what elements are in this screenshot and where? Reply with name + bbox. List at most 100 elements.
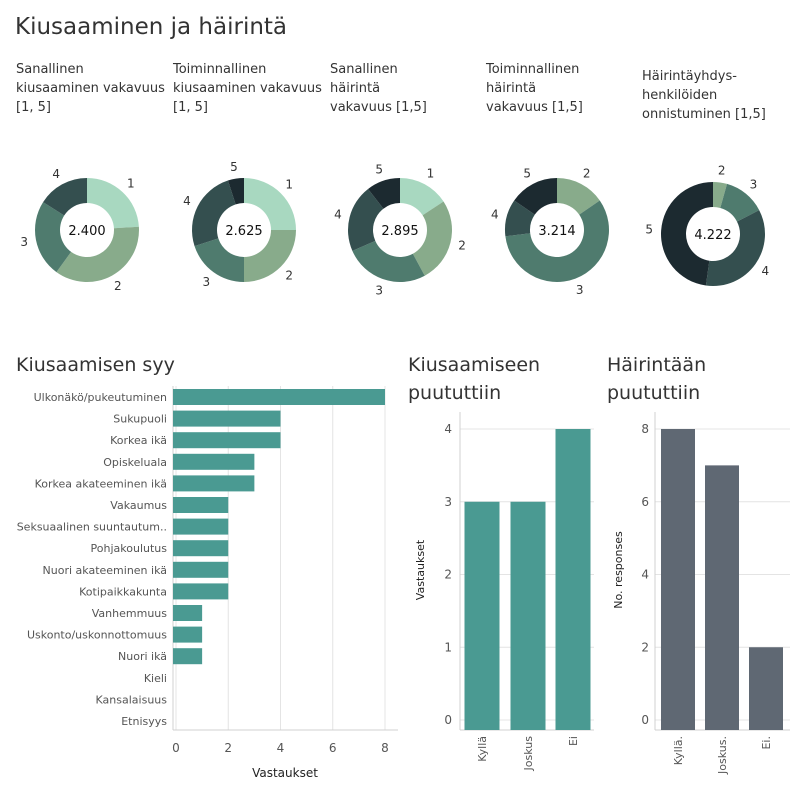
reasons-bar-11 xyxy=(173,626,203,643)
reasons-bar-2 xyxy=(173,432,281,449)
donut-1-slice-4 xyxy=(43,178,87,216)
donut-4-label-5: 5 xyxy=(523,166,531,180)
harassment-bar-0 xyxy=(661,429,695,730)
donut-2-slice-1 xyxy=(244,178,296,230)
donut-2-label-1: 1 xyxy=(285,178,293,192)
donut-5-label-2: 2 xyxy=(718,164,726,178)
donut-4-label-4: 4 xyxy=(491,208,499,222)
reasons-bar-6 xyxy=(173,518,229,535)
harassment-category-label-2: Ei. xyxy=(760,736,773,750)
donut-5-slice-3 xyxy=(720,183,760,222)
bullying-category-label-2: Ei xyxy=(567,736,580,746)
reasons-xtick-4: 4 xyxy=(277,741,285,755)
reasons-category-label-2: Korkea ikä xyxy=(110,434,167,447)
donut-3-label-2: 2 xyxy=(458,239,466,253)
donut-3-slice-5 xyxy=(368,178,400,209)
donut-2-label-2: 2 xyxy=(285,268,293,282)
donut-3-center-value: 2.895 xyxy=(381,224,418,239)
reasons-bar-8 xyxy=(173,561,229,578)
donut-2-center-value: 2.625 xyxy=(225,224,262,239)
donut-1-slice-1 xyxy=(87,178,139,229)
harassment-y-axis-title: No. responses xyxy=(612,531,625,609)
reasons-category-label-14: Kansalaisuus xyxy=(96,693,168,706)
reasons-category-label-3: Opiskeluala xyxy=(103,456,167,469)
donut-5-slice-4 xyxy=(705,210,765,286)
bullying-category-label-1: Joskus xyxy=(522,736,535,772)
donut-title-5: Häirintäyhdys- henkilöiden onnistuminen … xyxy=(642,69,766,122)
donut-1-center-value: 2.400 xyxy=(68,224,105,239)
harassment-bar-1 xyxy=(705,465,739,730)
reasons-category-label-6: Seksuaalinen suuntautum.. xyxy=(17,521,167,534)
donut-4-label-3: 3 xyxy=(576,283,584,297)
donut-1-label-4: 4 xyxy=(52,167,60,181)
reasons-category-label-1: Sukupuoli xyxy=(113,413,167,426)
reasons-category-label-0: Ulkonäkö/pukeutuminen xyxy=(34,391,167,404)
donut-5-center-value: 4.222 xyxy=(694,228,731,243)
bullying-ytick-2: 2 xyxy=(444,568,452,582)
bullying-bar-1 xyxy=(510,501,546,730)
reasons-bar-1 xyxy=(173,410,281,427)
bullying-bar-0 xyxy=(464,501,500,730)
donut-4-slice-4 xyxy=(505,200,535,237)
reasons-bar-9 xyxy=(173,583,229,600)
donut-2-slice-5 xyxy=(227,178,244,205)
donut-title-4: Toiminnallinen häirintä vakavuus [1,5] xyxy=(486,62,583,115)
donut-5-label-3: 3 xyxy=(750,177,758,191)
donut-5-slice-5 xyxy=(661,182,713,286)
donut-1-slice-3 xyxy=(35,202,72,273)
donut-3-label-1: 1 xyxy=(427,167,435,181)
donut-2-slice-3 xyxy=(194,238,244,282)
donut-1-label-1: 1 xyxy=(127,176,135,190)
harassment-bar-2 xyxy=(749,647,783,730)
donut-2-label-4: 4 xyxy=(183,194,191,208)
donut-4-center-value: 3.214 xyxy=(538,224,575,239)
bullying-ytick-0: 0 xyxy=(444,713,452,727)
donut-2-slice-2 xyxy=(244,230,296,282)
donut-1-slice-2 xyxy=(56,226,139,282)
reasons-xtick-0: 0 xyxy=(172,741,180,755)
donut-3-slice-2 xyxy=(412,201,453,276)
reasons-bar-0 xyxy=(173,389,385,405)
donut-4-slice-5 xyxy=(514,178,557,215)
donut-2-label-3: 3 xyxy=(203,275,211,289)
donut-title-1: Sanallinen kiusaaminen vakavuus [1, 5] xyxy=(16,62,165,115)
reasons-category-label-9: Kotipaikkakunta xyxy=(79,585,167,598)
bullying-category-label-0: Kyllä xyxy=(476,736,489,762)
reasons-xtick-8: 8 xyxy=(381,741,389,755)
reasons-bar-7 xyxy=(173,540,229,557)
reasons-xtick-2: 2 xyxy=(224,741,232,755)
reasons-bar-12 xyxy=(173,648,203,665)
reasons-category-label-10: Vanhemmuus xyxy=(92,607,167,620)
bullying-chart-title: Kiusaamiseen puututtiin xyxy=(408,354,541,404)
donut-5-slice-2 xyxy=(713,182,728,209)
harassment-category-label-0: Kyllä. xyxy=(672,736,685,765)
donut-2-slice-4 xyxy=(191,180,236,247)
reasons-bar-10 xyxy=(173,605,203,621)
reasons-xtick-6: 6 xyxy=(329,741,337,755)
harassment-ytick-4: 4 xyxy=(641,568,649,582)
page-title: Kiusaaminen ja häirintä xyxy=(15,14,288,40)
donut-4-label-2: 2 xyxy=(583,166,591,180)
donut-3-slice-3 xyxy=(352,240,425,282)
reasons-category-label-8: Nuori akateeminen ikä xyxy=(43,564,167,577)
reasons-category-label-12: Nuori ikä xyxy=(118,650,167,663)
harassment-category-label-1: Joskus. xyxy=(716,736,729,775)
donut-3-slice-4 xyxy=(348,188,384,251)
donut-4-slice-2 xyxy=(557,178,600,215)
harassment-ytick-6: 6 xyxy=(641,495,649,509)
donut-1-label-3: 3 xyxy=(20,235,28,249)
bullying-ytick-4: 4 xyxy=(444,422,452,436)
bullying-y-axis-title: Vastaukset xyxy=(414,539,427,600)
donut-title-3: Sanallinen häirintä vakavuus [1,5] xyxy=(330,62,427,115)
harassment-chart-title: Häirintään puututtiin xyxy=(607,354,707,404)
reasons-category-label-15: Etnisyys xyxy=(121,715,167,728)
reasons-category-label-13: Kieli xyxy=(144,672,167,685)
reasons-category-label-7: Pohjakoulutus xyxy=(91,542,168,555)
reasons-bar-5 xyxy=(173,497,229,513)
bullying-ytick-3: 3 xyxy=(444,495,452,509)
donut-4-slice-3 xyxy=(505,200,609,282)
reasons-chart-title: Kiusaamisen syy xyxy=(16,354,175,376)
donut-3-label-3: 3 xyxy=(375,284,383,298)
harassment-ytick-2: 2 xyxy=(641,640,649,654)
